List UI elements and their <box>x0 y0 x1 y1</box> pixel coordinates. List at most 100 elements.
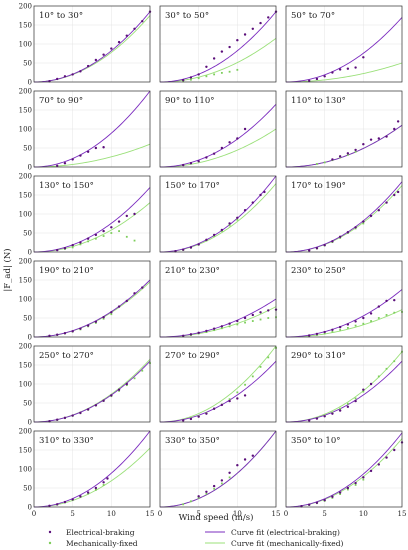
data-point-electrical-braking <box>362 220 365 223</box>
fit-line-electrical-braking <box>33 90 151 168</box>
data-point-electrical-braking <box>308 503 311 506</box>
fit-line-electrical-braking <box>285 181 403 253</box>
data-point-electrical-braking <box>323 330 326 334</box>
data-point-electrical-braking <box>259 21 262 25</box>
data-point-electrical-braking <box>189 76 193 79</box>
data-point-electrical-braking <box>182 248 185 251</box>
panel-frame <box>33 260 151 338</box>
data-point-electrical-braking <box>369 312 373 315</box>
data-point-mechanically-fixed <box>354 324 357 327</box>
data-point-mechanically-fixed <box>251 320 254 322</box>
data-point-electrical-braking <box>236 216 239 219</box>
y-tick-label: 50 <box>23 485 32 493</box>
panel-title: 270° to 290° <box>165 351 220 361</box>
data-point-electrical-braking <box>63 500 67 504</box>
data-point-electrical-braking <box>212 152 216 155</box>
data-point-electrical-braking <box>71 330 74 333</box>
data-point-mechanically-fixed <box>205 492 208 495</box>
data-point-mechanically-fixed <box>339 493 342 495</box>
data-point-electrical-braking <box>220 403 224 407</box>
fit-line-electrical-braking <box>285 432 403 508</box>
data-point-electrical-braking <box>205 238 208 242</box>
panel-11: 210° to 230° <box>159 260 278 338</box>
data-point-mechanically-fixed <box>354 484 357 486</box>
panel-12: 230° to 250° <box>285 260 403 338</box>
panel-frame <box>159 345 277 423</box>
panel-frame <box>33 5 151 83</box>
data-point-mechanically-fixed <box>182 503 185 506</box>
data-point-electrical-braking <box>236 39 239 42</box>
xlabel: Wind speed (m/s) <box>179 512 254 523</box>
fit-line-electrical-braking <box>159 360 277 423</box>
data-point-electrical-braking <box>182 419 185 422</box>
data-point-electrical-braking <box>182 78 185 82</box>
data-point-electrical-braking <box>236 397 239 400</box>
data-point-electrical-braking <box>79 154 82 157</box>
panel-frame <box>285 430 403 508</box>
panel-2: 30° to 50° <box>159 5 278 83</box>
y-tick-label: 100 <box>19 41 32 49</box>
legend: Electrical-braking Mechanically-fixed Curv… <box>48 528 344 548</box>
data-point-electrical-braking <box>308 334 311 337</box>
data-point-mechanically-fixed <box>259 318 262 321</box>
data-point-electrical-braking <box>377 209 380 212</box>
panel-title: 210° to 230° <box>165 266 220 276</box>
data-point-electrical-braking <box>354 481 357 485</box>
data-point-electrical-braking <box>308 419 311 422</box>
data-point-mechanically-fixed <box>267 356 270 359</box>
panel-18: 350° to 10° 0 5 10 15 <box>284 430 406 518</box>
panel-title: 30° to 50° <box>165 11 209 21</box>
data-point-electrical-braking <box>56 248 59 252</box>
panel-16: 310° to 330° 0 50 100 150 200 0 5 10 15 <box>19 428 155 519</box>
data-point-electrical-braking <box>331 158 334 161</box>
data-point-mechanically-fixed <box>362 390 365 393</box>
panel-8: 150° to 170° <box>159 175 277 253</box>
fit-line-mechanically-fixed <box>33 447 151 508</box>
data-point-electrical-braking <box>393 448 396 452</box>
data-point-mechanically-fixed <box>346 153 349 156</box>
data-point-electrical-braking <box>393 193 396 197</box>
data-point-electrical-braking <box>220 228 224 232</box>
data-point-electrical-braking <box>259 193 262 197</box>
data-point-electrical-braking <box>117 305 121 308</box>
data-point-mechanically-fixed <box>220 482 223 485</box>
data-point-mechanically-fixed <box>110 313 113 316</box>
data-point-mechanically-fixed <box>354 397 357 400</box>
data-point-mechanically-fixed <box>346 488 349 491</box>
data-point-electrical-braking <box>197 331 200 335</box>
data-point-electrical-braking <box>331 71 334 74</box>
panel-title: 330° to 350° <box>165 436 220 446</box>
y-tick-label: 100 <box>19 466 32 474</box>
y-tick-label: 100 <box>19 126 32 134</box>
data-point-electrical-braking <box>63 162 67 165</box>
data-point-electrical-braking <box>197 243 200 246</box>
data-point-electrical-braking <box>110 311 113 314</box>
data-point-electrical-braking <box>331 240 334 243</box>
data-point-electrical-braking <box>56 418 59 421</box>
data-point-mechanically-fixed <box>102 235 105 237</box>
data-point-electrical-braking <box>205 65 208 69</box>
y-tick-label: 50 <box>23 145 32 153</box>
data-point-electrical-braking <box>377 137 380 140</box>
panel-15: 290° to 310° <box>285 345 403 423</box>
data-point-electrical-braking <box>63 332 67 335</box>
data-point-electrical-braking <box>385 135 388 138</box>
data-point-electrical-braking <box>267 309 270 312</box>
data-point-electrical-braking <box>197 160 200 163</box>
axis-labels: Wind speed (m/s) |F_ad| (N) <box>2 248 253 523</box>
data-point-electrical-braking <box>220 146 224 150</box>
data-point-mechanically-fixed <box>118 230 120 232</box>
x-tick-label: 10 <box>233 510 242 518</box>
data-point-mechanically-fixed <box>228 70 231 73</box>
x-tick-label: 15 <box>272 510 281 518</box>
panel-frame <box>159 260 277 338</box>
legend-item-eb_fit: Curve fit (electrical-braking) <box>205 528 340 537</box>
y-tick-label: 0 <box>28 504 32 512</box>
data-point-electrical-braking <box>308 79 311 83</box>
data-point-mechanically-fixed <box>102 484 105 486</box>
data-point-electrical-braking <box>86 324 90 327</box>
x-tick-label: 5 <box>322 510 326 518</box>
data-point-mechanically-fixed <box>220 327 223 330</box>
x-tick-label: 0 <box>158 510 162 518</box>
panel-title: 230° to 250° <box>291 266 346 276</box>
